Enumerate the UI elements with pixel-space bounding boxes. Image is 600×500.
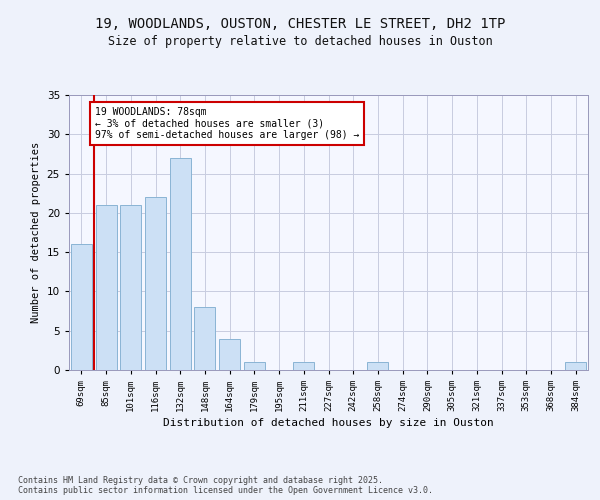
Bar bbox=[145, 197, 166, 370]
Text: 19, WOODLANDS, OUSTON, CHESTER LE STREET, DH2 1TP: 19, WOODLANDS, OUSTON, CHESTER LE STREET… bbox=[95, 18, 505, 32]
Text: Contains HM Land Registry data © Crown copyright and database right 2025.
Contai: Contains HM Land Registry data © Crown c… bbox=[18, 476, 433, 495]
Bar bbox=[565, 362, 586, 370]
Bar bbox=[293, 362, 314, 370]
Bar bbox=[194, 307, 215, 370]
Bar bbox=[367, 362, 388, 370]
Text: Size of property relative to detached houses in Ouston: Size of property relative to detached ho… bbox=[107, 35, 493, 48]
Bar bbox=[170, 158, 191, 370]
Y-axis label: Number of detached properties: Number of detached properties bbox=[31, 142, 41, 323]
Bar bbox=[95, 205, 116, 370]
Bar bbox=[120, 205, 141, 370]
Bar bbox=[219, 338, 240, 370]
Bar bbox=[244, 362, 265, 370]
X-axis label: Distribution of detached houses by size in Ouston: Distribution of detached houses by size … bbox=[163, 418, 494, 428]
Text: 19 WOODLANDS: 78sqm
← 3% of detached houses are smaller (3)
97% of semi-detached: 19 WOODLANDS: 78sqm ← 3% of detached hou… bbox=[95, 107, 359, 140]
Bar bbox=[71, 244, 92, 370]
